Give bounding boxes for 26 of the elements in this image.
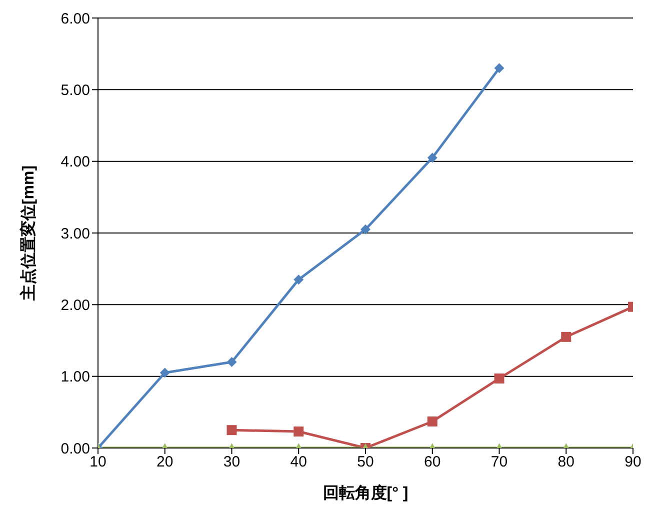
x-tick-label: 60 bbox=[424, 454, 441, 471]
y-tick-label: 1.00 bbox=[60, 368, 90, 386]
y-tick-label: 0.00 bbox=[60, 440, 90, 458]
y-tick-label: 5.00 bbox=[60, 82, 90, 99]
x-axis-title: 回転角度[° ] bbox=[322, 483, 408, 502]
x-tick-label: 50 bbox=[357, 454, 374, 471]
point bbox=[561, 332, 572, 342]
point bbox=[226, 357, 237, 367]
x-tick-label: 20 bbox=[156, 454, 174, 471]
point bbox=[427, 152, 438, 163]
x-tick-label: 10 bbox=[90, 454, 106, 471]
y-tick-label: 3.00 bbox=[60, 225, 90, 242]
x-tick-label: 90 bbox=[624, 454, 642, 471]
point bbox=[360, 224, 370, 234]
y-axis-title: 主点位置変位[mm] bbox=[18, 165, 38, 302]
point bbox=[494, 63, 504, 74]
point bbox=[494, 373, 504, 384]
x-tick-label: 30 bbox=[223, 454, 240, 471]
y-tick-label: 6.00 bbox=[60, 10, 90, 28]
x-tick-label: 80 bbox=[558, 454, 574, 471]
x-tick-label: 40 bbox=[290, 454, 307, 471]
point bbox=[160, 368, 170, 378]
y-tick-label: 4.00 bbox=[60, 154, 90, 171]
y-tick-label: 2.00 bbox=[60, 296, 90, 314]
point bbox=[294, 274, 304, 285]
x-tick-label: 70 bbox=[490, 454, 508, 471]
